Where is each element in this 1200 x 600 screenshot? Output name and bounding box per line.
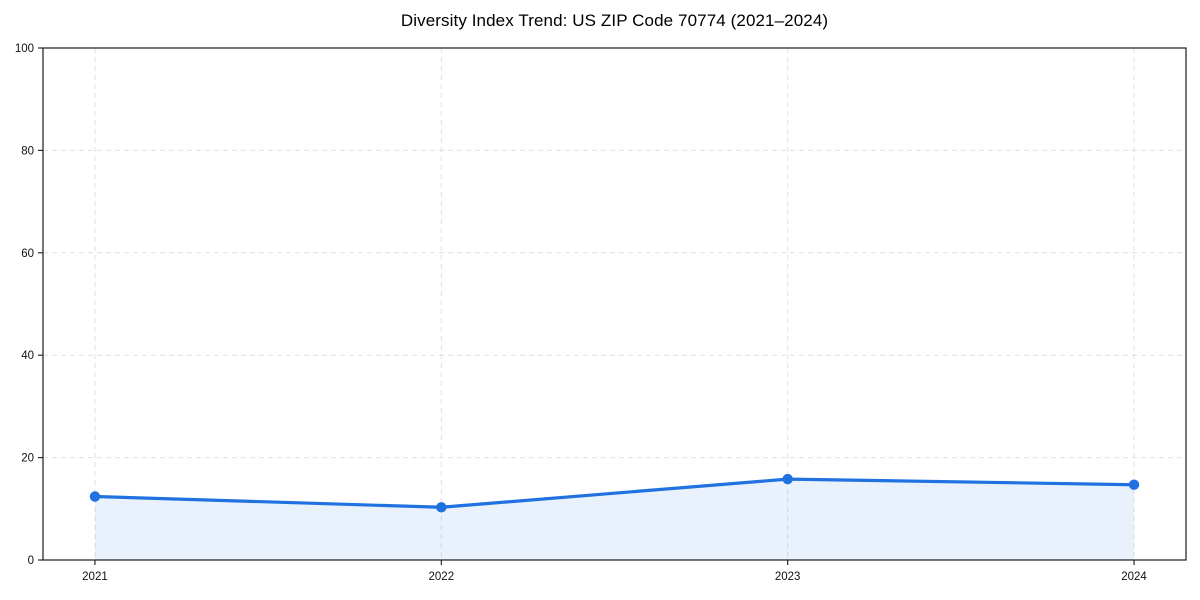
area-fill — [94, 479, 1135, 560]
data-point-marker[interactable] — [436, 502, 447, 513]
y-tick-label: 80 — [21, 145, 34, 157]
data-point-marker[interactable] — [782, 473, 793, 485]
y-tick-label: 0 — [28, 555, 34, 567]
x-tick-label: 2022 — [429, 571, 455, 583]
x-tick-label: 2021 — [82, 571, 108, 583]
trend-line — [93, 477, 1136, 509]
data-point-marker[interactable] — [1128, 479, 1140, 490]
y-tick-label: 60 — [21, 248, 34, 260]
y-tick-label: 20 — [21, 453, 34, 465]
data-point-marker[interactable] — [89, 491, 101, 502]
x-tick-label: 2023 — [775, 571, 801, 583]
y-tick-label: 40 — [21, 350, 34, 362]
chart-title: Diversity Index Trend: US ZIP Code 70774… — [400, 11, 829, 30]
plot-frame — [42, 47, 1187, 561]
y-tick-label: 100 — [15, 43, 34, 55]
x-tick-label: 2024 — [1121, 571, 1147, 583]
